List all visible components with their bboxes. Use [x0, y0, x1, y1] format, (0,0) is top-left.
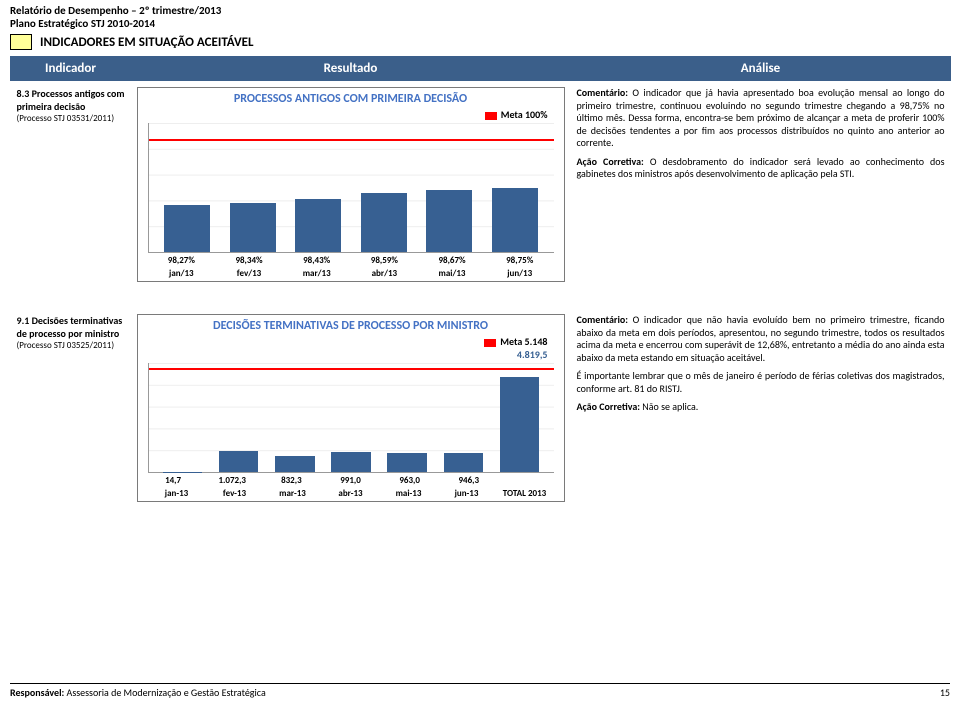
analysis-action: Ação Corretiva: Não se aplica. [577, 401, 945, 414]
chart2-value-labels: 14,71.072,3832,3991,0963,0946,3 [144, 475, 558, 486]
chart2-meta: Meta 5.148 4.819,5 [144, 335, 558, 361]
indicator-title: 9.1 Decisões terminativas de processo po… [17, 314, 125, 340]
footer-page: 15 [940, 686, 950, 699]
indicator-cell: 9.1 Decisões terminativas de processo po… [11, 308, 131, 508]
indicator-cell: 8.3 Processos antigos com primeira decis… [11, 81, 131, 289]
indicator-sub: (Processo STJ 03525/2011) [17, 340, 125, 351]
footer-left-text: Assessoria de Modernização e Gestão Estr… [64, 686, 265, 699]
chart1-meta: Meta 100% [144, 108, 558, 121]
chart2-xlabels: jan-13fev-13mar-13abr-13mai-13jun-13TOTA… [148, 488, 554, 499]
chart1-box: PROCESSOS ANTIGOS COM PRIMEIRA DECISÃO M… [137, 87, 565, 282]
legend-text: INDICADORES EM SITUAÇÃO ACEITÁVEL [40, 35, 253, 50]
indicator-sub: (Processo STJ 03531/2011) [17, 113, 125, 124]
meta-color-icon [484, 339, 496, 347]
comment-text: O indicador que não havia evoluído bem n… [577, 313, 945, 364]
chart1-meta-label: Meta 100% [501, 108, 548, 121]
table-row: 8.3 Processos antigos com primeira decis… [11, 81, 951, 289]
analysis-action: Ação Corretiva: O desdobramento do indic… [577, 156, 945, 181]
chart1-area [148, 123, 554, 253]
legend-row: INDICADORES EM SITUAÇÃO ACEITÁVEL [10, 34, 960, 50]
indicator-title: 8.3 Processos antigos com primeira decis… [17, 87, 125, 113]
th-indicador: Indicador [11, 57, 131, 81]
chart1-title: PROCESSOS ANTIGOS COM PRIMEIRA DECISÃO [144, 92, 558, 106]
footer: Responsável: Assessoria de Modernização … [10, 683, 950, 699]
chart2-meta-sub: 4.819,5 [517, 348, 548, 361]
legend-color-box [10, 34, 32, 50]
spacer-row [11, 288, 951, 308]
chart-cell: DECISÕES TERMINATIVAS DE PROCESSO POR MI… [131, 308, 571, 508]
table-header-row: Indicador Resultado Análise [11, 57, 951, 81]
chart2-title: DECISÕES TERMINATIVAS DE PROCESSO POR MI… [144, 319, 558, 333]
comment-label: Comentário: [577, 313, 629, 326]
chart2-meta-label: Meta 5.148 [500, 335, 547, 348]
comment-text: O indicador que já havia apresentado boa… [577, 86, 945, 149]
chart1-xlabels: jan/13fev/13mar/13abr/13mai/13jun/13 [148, 268, 554, 279]
indicators-table: Indicador Resultado Análise 8.3 Processo… [10, 56, 951, 508]
analysis-comment-extra: É importante lembrar que o mês de janeir… [577, 370, 945, 395]
action-label: Ação Corretiva: [577, 155, 644, 168]
chart2-bars [149, 363, 554, 472]
comment-label: Comentário: [577, 86, 629, 99]
meta-color-icon [485, 112, 497, 120]
footer-left: Responsável: Assessoria de Modernização … [10, 686, 266, 699]
table-row: 9.1 Decisões terminativas de processo po… [11, 308, 951, 508]
analysis-comment: Comentário: O indicador que não havia ev… [577, 314, 945, 364]
analysis-cell: Comentário: O indicador que já havia apr… [571, 81, 951, 289]
chart-cell: PROCESSOS ANTIGOS COM PRIMEIRA DECISÃO M… [131, 81, 571, 289]
footer-left-bold: Responsável: [10, 686, 64, 699]
chart2-area [148, 363, 554, 473]
chart1-bars [149, 123, 554, 252]
analysis-comment: Comentário: O indicador que já havia apr… [577, 87, 945, 150]
doc-header: Relatório de Desempenho – 2º trimestre/2… [0, 0, 960, 30]
action-text: Não se aplica. [640, 400, 698, 413]
analysis-cell: Comentário: O indicador que não havia ev… [571, 308, 951, 508]
chart2-box: DECISÕES TERMINATIVAS DE PROCESSO POR MI… [137, 314, 565, 502]
header-line-1: Relatório de Desempenho – 2º trimestre/2… [10, 4, 960, 17]
header-line-2: Plano Estratégico STJ 2010-2014 [10, 17, 960, 30]
th-resultado: Resultado [131, 57, 571, 81]
th-analise: Análise [571, 57, 951, 81]
action-label: Ação Corretiva: [577, 400, 641, 413]
